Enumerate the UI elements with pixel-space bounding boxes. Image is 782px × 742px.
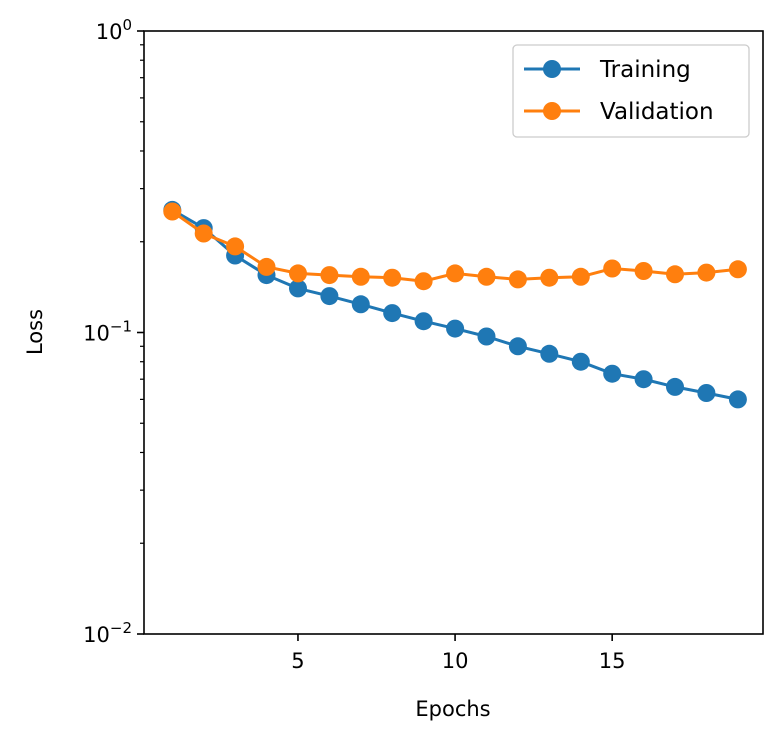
- y-tick-label: 10−2: [83, 619, 132, 647]
- legend-validation-marker: [543, 102, 561, 120]
- y-tick-label: 10−1: [83, 318, 132, 346]
- training-point: [603, 364, 622, 383]
- validation-point: [289, 264, 307, 283]
- validation-point: [477, 267, 496, 286]
- training-point: [320, 287, 339, 306]
- y-tick-label: 100: [96, 16, 132, 44]
- validation-point: [634, 262, 653, 280]
- axes-layer: 5 10 15 10−2 10−1 100: [83, 16, 764, 673]
- validation-point: [571, 267, 590, 286]
- training-point: [571, 352, 590, 371]
- validation-point: [351, 267, 370, 286]
- validation-point: [446, 264, 465, 283]
- validation-point: [320, 266, 339, 285]
- legend-training-marker: [543, 60, 561, 78]
- training-point: [728, 390, 747, 409]
- training-point: [508, 337, 527, 356]
- validation-point: [603, 259, 622, 278]
- training-point: [351, 295, 370, 314]
- training-point: [634, 370, 653, 389]
- validation-point: [226, 237, 245, 256]
- training-point: [289, 279, 307, 298]
- training-point: [446, 319, 465, 338]
- validation-point: [697, 263, 716, 282]
- validation-point: [383, 268, 402, 287]
- validation-point: [257, 257, 276, 276]
- series-layer: [163, 200, 747, 409]
- x-tick-label: 10: [442, 649, 469, 673]
- validation-point: [508, 270, 527, 289]
- y-axis-label: Loss: [23, 309, 47, 355]
- training-point: [540, 344, 559, 363]
- training-point: [477, 327, 496, 346]
- validation-point: [163, 202, 182, 221]
- training-point: [697, 384, 716, 402]
- x-axis-label: Epochs: [415, 697, 490, 721]
- validation-point: [414, 272, 433, 291]
- training-point: [666, 377, 684, 396]
- legend-training-label: Training: [599, 57, 691, 83]
- validation-point: [540, 268, 559, 287]
- training-point: [383, 304, 402, 323]
- x-tick-label: 15: [599, 649, 626, 673]
- x-tick-label: 5: [291, 649, 304, 673]
- training-point: [414, 312, 433, 331]
- validation-point: [728, 260, 747, 279]
- legend-validation-label: Validation: [600, 99, 714, 125]
- validation-point: [666, 265, 684, 284]
- validation-point: [194, 224, 213, 243]
- legend: Training Validation: [512, 44, 750, 138]
